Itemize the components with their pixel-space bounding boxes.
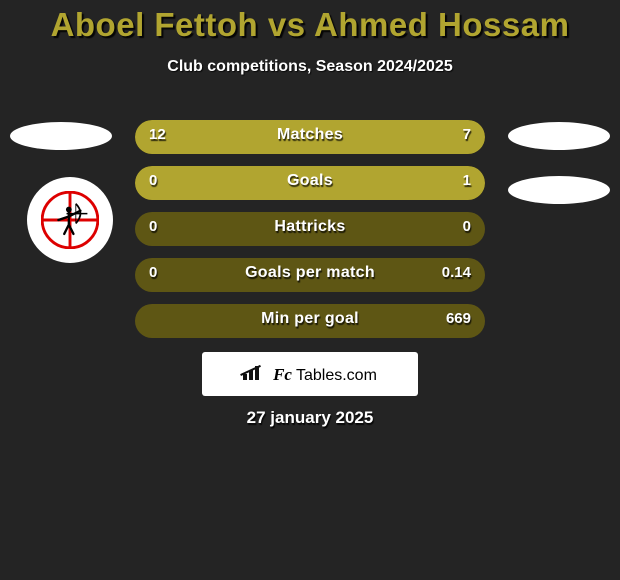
page-subtitle: Club competitions, Season 2024/2025 bbox=[0, 58, 620, 76]
player-right-placeholder bbox=[508, 122, 610, 150]
stat-label: Goals bbox=[135, 172, 485, 190]
page-title: Aboel Fettoh vs Ahmed Hossam bbox=[0, 0, 620, 44]
watermark-text-1: Fc bbox=[273, 365, 292, 385]
player-left-placeholder bbox=[10, 122, 112, 150]
stat-value-right: 669 bbox=[446, 310, 471, 327]
stat-row-goals: 0 Goals 1 bbox=[135, 166, 485, 200]
stat-row-matches: 12 Matches 7 bbox=[135, 120, 485, 154]
watermark: FcTables.com bbox=[202, 352, 418, 396]
stat-value-right: 7 bbox=[463, 126, 471, 143]
stat-row-min-per-goal: Min per goal 669 bbox=[135, 304, 485, 338]
stat-label: Goals per match bbox=[135, 264, 485, 282]
archer-crest-icon bbox=[41, 191, 99, 249]
bars-chart-icon bbox=[243, 364, 265, 380]
date-label: 27 january 2025 bbox=[0, 408, 620, 428]
player-right-club-placeholder bbox=[508, 176, 610, 204]
stat-value-right: 1 bbox=[463, 172, 471, 189]
watermark-text-2: Tables.com bbox=[296, 367, 377, 385]
club-crest-left bbox=[27, 177, 113, 263]
stat-label: Hattricks bbox=[135, 218, 485, 236]
stat-row-hattricks: 0 Hattricks 0 bbox=[135, 212, 485, 246]
stat-label: Min per goal bbox=[135, 310, 485, 328]
stats-container: 12 Matches 7 0 Goals 1 0 Hattricks 0 0 G… bbox=[135, 120, 485, 350]
stat-value-right: 0.14 bbox=[442, 264, 471, 281]
stat-row-goals-per-match: 0 Goals per match 0.14 bbox=[135, 258, 485, 292]
stat-value-right: 0 bbox=[463, 218, 471, 235]
stat-label: Matches bbox=[135, 126, 485, 144]
